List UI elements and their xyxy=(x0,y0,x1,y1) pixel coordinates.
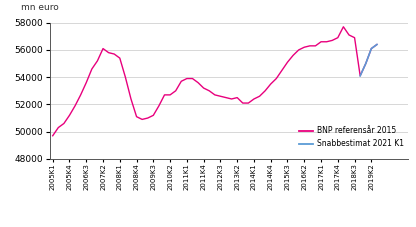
Legend: BNP referensår 2015, Snabbestimat 2021 K1: BNP referensår 2015, Snabbestimat 2021 K… xyxy=(299,126,404,148)
Text: mn euro: mn euro xyxy=(21,3,59,12)
